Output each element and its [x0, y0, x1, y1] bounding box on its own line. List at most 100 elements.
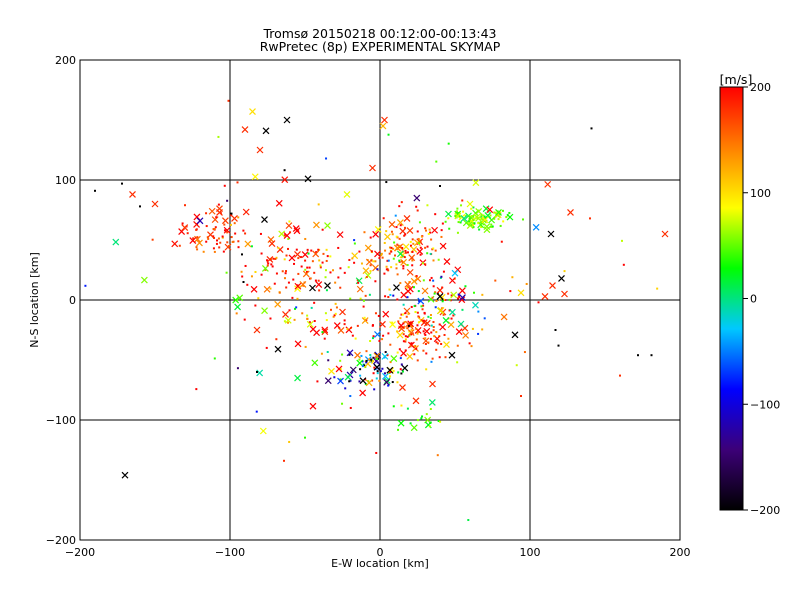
data-point — [431, 296, 434, 299]
data-point-cross — [412, 397, 420, 405]
data-point — [435, 331, 438, 334]
data-point — [505, 216, 508, 219]
data-point — [415, 205, 418, 208]
data-point — [385, 265, 388, 268]
data-point-cross — [292, 225, 300, 232]
data-point — [213, 357, 216, 360]
data-point — [316, 380, 319, 383]
data-point — [303, 281, 306, 284]
data-point-cross — [293, 227, 301, 235]
data-point-cross — [306, 320, 314, 328]
data-point — [493, 217, 496, 220]
data-point — [398, 259, 401, 262]
data-point — [186, 232, 189, 235]
data-point — [243, 318, 246, 321]
data-point — [406, 286, 409, 289]
data-point-cross — [249, 108, 256, 116]
data-point — [287, 237, 290, 240]
data-point-cross — [268, 240, 276, 248]
data-point-cross — [304, 175, 312, 183]
data-point — [481, 293, 484, 296]
data-point — [349, 406, 352, 409]
data-point — [434, 249, 437, 252]
data-point — [364, 383, 367, 386]
data-point — [267, 262, 270, 265]
data-point — [404, 249, 407, 252]
data-point — [314, 279, 317, 282]
data-point-cross — [458, 296, 466, 304]
data-point — [322, 252, 325, 255]
data-point-cross — [403, 214, 411, 222]
data-point — [376, 357, 379, 360]
data-point — [432, 259, 435, 262]
data-point — [121, 182, 123, 185]
data-point — [441, 286, 444, 289]
data-point — [421, 415, 424, 418]
data-point — [296, 297, 299, 300]
data-point — [372, 335, 375, 338]
data-point — [244, 232, 247, 235]
data-point — [403, 321, 406, 324]
data-point-cross — [422, 337, 430, 345]
data-point — [254, 304, 257, 307]
data-point — [440, 235, 443, 238]
data-point — [430, 238, 433, 241]
data-point-cross — [448, 308, 456, 316]
data-point — [223, 229, 226, 232]
data-point — [293, 318, 296, 321]
data-point — [393, 241, 396, 244]
data-point-cross — [359, 377, 367, 385]
data-point-cross — [466, 200, 474, 208]
data-point — [424, 342, 427, 345]
data-point — [212, 247, 215, 250]
data-point — [244, 264, 247, 267]
data-point — [391, 233, 394, 236]
data-point-cross — [386, 366, 394, 374]
data-point-cross — [396, 331, 404, 339]
data-point — [363, 316, 366, 319]
data-point — [386, 354, 389, 357]
data-point — [284, 272, 287, 275]
data-point — [441, 300, 444, 303]
data-point — [395, 263, 398, 266]
data-point — [443, 333, 446, 336]
data-point — [275, 338, 278, 341]
data-point — [417, 321, 420, 324]
data-point-cross — [438, 293, 446, 301]
data-point-cross — [251, 173, 259, 181]
data-point — [432, 247, 435, 250]
x-tick-label: 0 — [377, 546, 384, 559]
data-point — [287, 281, 290, 284]
data-point — [368, 293, 371, 296]
data-point — [178, 244, 181, 247]
data-point-cross — [373, 363, 381, 371]
data-point — [326, 350, 329, 353]
data-point — [213, 237, 216, 240]
data-point — [416, 332, 419, 335]
data-point — [217, 203, 220, 206]
data-point — [260, 273, 263, 276]
data-point — [410, 342, 413, 345]
data-point — [471, 327, 474, 330]
data-point — [391, 321, 394, 324]
data-point — [426, 204, 429, 207]
data-point-cross — [408, 254, 416, 262]
data-point — [301, 312, 304, 315]
data-point-cross — [468, 214, 475, 222]
data-point — [400, 404, 403, 407]
data-point-cross — [337, 377, 344, 385]
data-point — [343, 323, 346, 326]
data-point — [401, 370, 404, 373]
data-point — [318, 289, 321, 292]
data-point — [407, 324, 410, 327]
data-point — [422, 330, 425, 333]
data-point-cross — [414, 275, 422, 283]
data-point — [317, 279, 320, 282]
data-point — [447, 337, 450, 340]
data-point — [229, 223, 232, 226]
data-point — [288, 440, 291, 443]
data-point — [283, 459, 285, 462]
data-point — [230, 214, 233, 217]
data-point — [362, 305, 365, 308]
data-point — [432, 329, 435, 332]
